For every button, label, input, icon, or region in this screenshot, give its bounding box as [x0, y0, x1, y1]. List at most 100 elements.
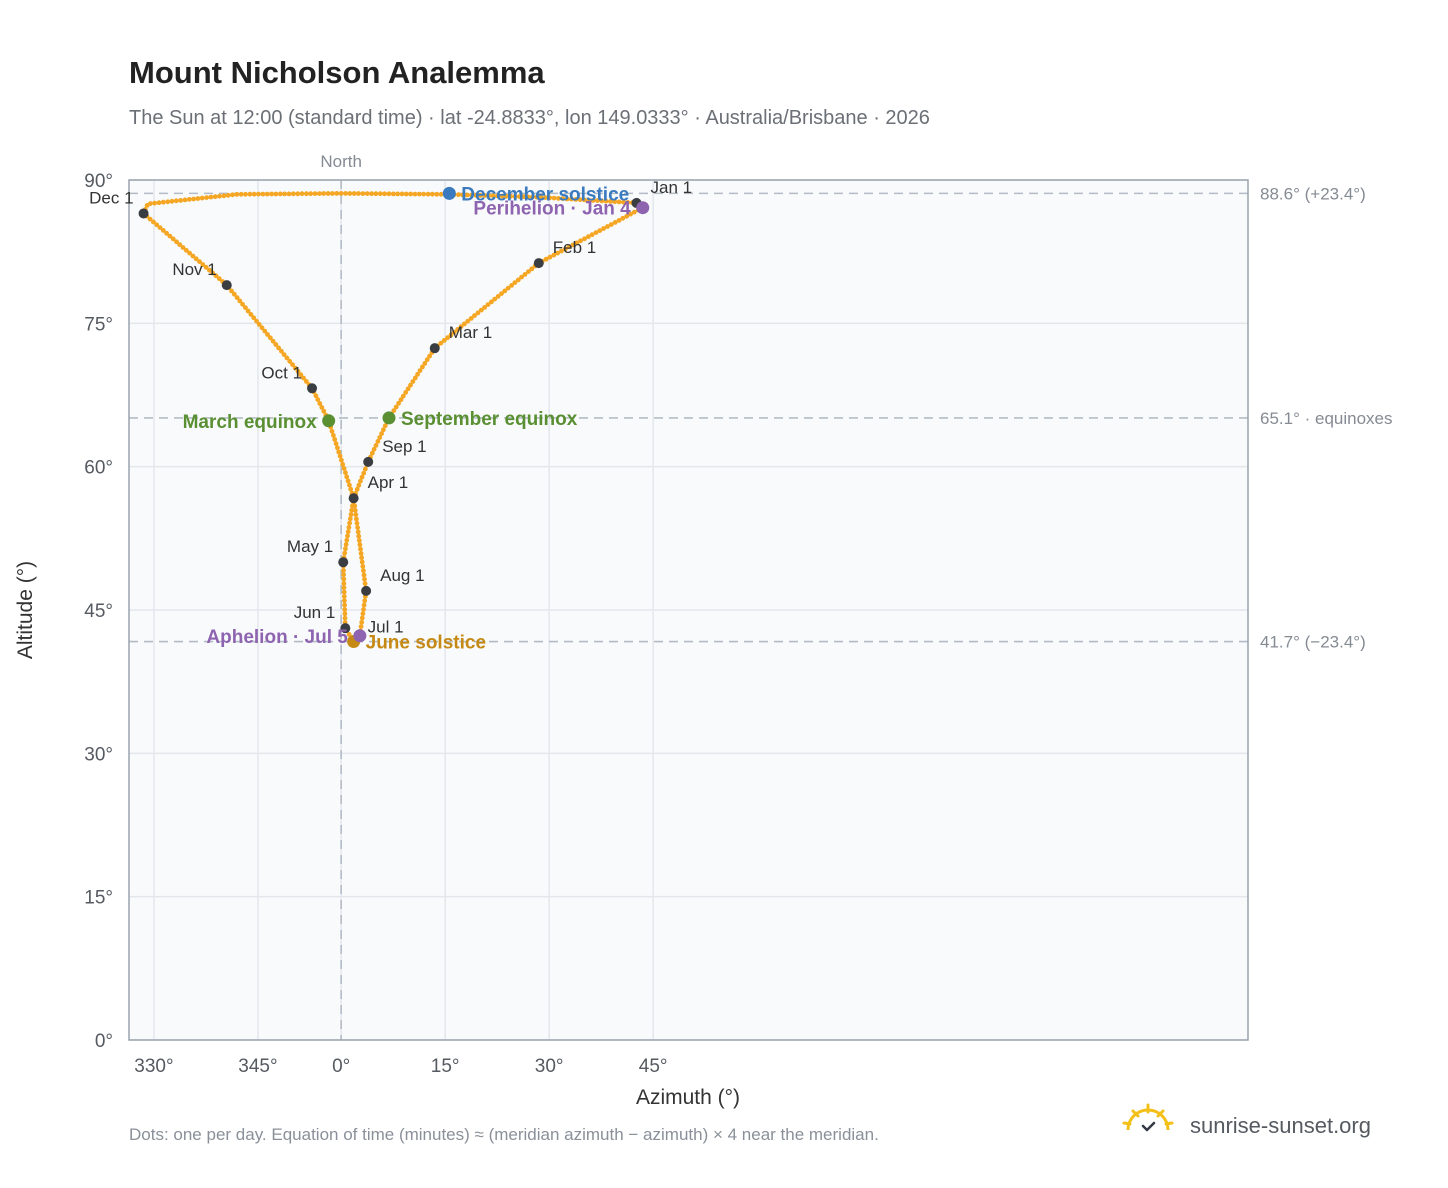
day-dot	[356, 482, 362, 488]
day-dot	[186, 197, 192, 202]
day-dot	[341, 585, 347, 591]
day-dot	[319, 405, 325, 410]
day-dot	[522, 272, 528, 277]
day-dot	[464, 192, 470, 198]
event-label: March equinox	[183, 412, 318, 433]
event-marker	[442, 186, 456, 200]
day-dot	[346, 632, 352, 637]
day-dot	[200, 262, 206, 267]
day-dot	[248, 312, 254, 317]
day-dot	[329, 428, 335, 434]
day-dot	[359, 615, 365, 621]
day-dot	[398, 397, 404, 403]
sun-logo-icon	[1122, 1103, 1174, 1132]
day-dot	[290, 362, 295, 367]
day-dot	[495, 294, 501, 299]
y-tick-label: 0°	[95, 1031, 113, 1052]
day-dot	[616, 218, 622, 223]
day-dot	[489, 299, 494, 305]
day-dot	[465, 318, 471, 324]
day-dot	[208, 194, 214, 200]
day-dot	[456, 192, 461, 198]
y-tick-label: 45°	[84, 601, 113, 622]
day-dot	[570, 242, 576, 248]
day-dot	[359, 555, 364, 561]
day-dot	[269, 191, 274, 197]
event-marker	[322, 414, 336, 428]
event-marker	[353, 629, 367, 643]
reference-line-label: 88.6° (+23.4°)	[1260, 184, 1366, 203]
day-dot	[356, 538, 362, 543]
day-dot	[586, 197, 592, 203]
day-dot	[342, 602, 347, 608]
day-dot	[344, 474, 350, 480]
day-dot	[400, 393, 406, 399]
day-dot	[301, 375, 306, 381]
day-dot	[608, 199, 613, 204]
day-dot	[512, 280, 518, 285]
day-dot	[589, 232, 595, 238]
day-dot	[360, 611, 366, 617]
day-dot	[342, 607, 348, 612]
day-dot	[551, 252, 557, 258]
day-dot	[458, 324, 464, 329]
month-label: Mar 1	[449, 323, 492, 342]
day-dot	[282, 191, 287, 197]
footnote: Dots: one per day. Equation of time (min…	[129, 1125, 879, 1144]
day-dot	[386, 191, 392, 197]
month-label: Jun 1	[294, 603, 336, 622]
day-dot	[230, 192, 235, 198]
page-title: Mount Nicholson Analemma	[129, 55, 545, 90]
day-dot	[369, 450, 375, 456]
day-dot	[377, 191, 383, 197]
day-dot	[273, 191, 279, 197]
day-dot	[361, 568, 366, 574]
day-dot	[341, 568, 346, 573]
day-dot	[347, 516, 353, 522]
day-dot	[256, 191, 261, 197]
day-dot	[393, 404, 399, 410]
brand-name: sunrise-sunset.org	[1190, 1113, 1371, 1138]
day-dot	[343, 470, 348, 475]
day-dot	[290, 191, 296, 197]
day-dot	[348, 486, 354, 492]
day-dot	[335, 445, 340, 451]
day-dot	[287, 358, 293, 364]
day-dot	[521, 194, 527, 200]
day-dot	[408, 382, 413, 388]
day-dot	[332, 437, 338, 442]
month-marker	[429, 343, 440, 354]
day-dot	[582, 197, 587, 203]
month-label: Feb 1	[553, 238, 596, 257]
day-dot	[631, 209, 637, 215]
day-dot	[325, 191, 331, 196]
day-dot	[424, 357, 430, 363]
day-dot	[191, 196, 197, 202]
day-dot	[403, 390, 409, 395]
month-marker	[138, 208, 149, 219]
day-dot	[276, 345, 281, 351]
day-dot	[240, 301, 246, 307]
day-dot	[478, 307, 484, 313]
day-dot	[577, 197, 583, 203]
day-dot	[534, 194, 540, 200]
day-dot	[515, 277, 521, 283]
day-dot	[341, 594, 347, 599]
day-dot	[425, 191, 431, 197]
day-dot	[603, 198, 609, 204]
day-dot	[612, 199, 618, 205]
day-dot	[204, 195, 210, 201]
day-dot	[597, 228, 603, 234]
day-dot	[217, 193, 222, 199]
event-label: June solstice	[366, 633, 486, 654]
day-dot	[195, 196, 201, 201]
day-dot	[216, 276, 222, 282]
day-dot	[430, 191, 435, 197]
day-dot	[477, 193, 483, 198]
day-dot	[357, 542, 363, 548]
day-dot	[408, 191, 414, 197]
day-dot	[395, 191, 400, 197]
day-dot	[624, 213, 630, 219]
day-dot	[620, 215, 626, 221]
